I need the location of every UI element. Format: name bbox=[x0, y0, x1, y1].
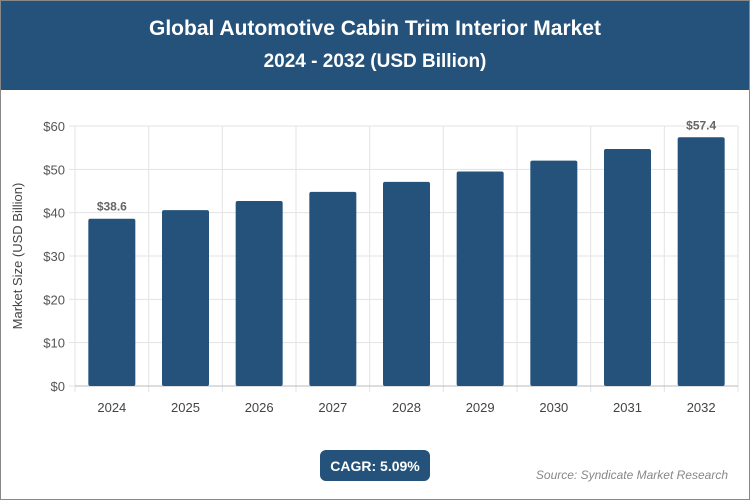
bar-2026 bbox=[235, 200, 283, 386]
y-tick-label: $20 bbox=[43, 292, 65, 307]
x-tick-label: 2026 bbox=[245, 400, 274, 415]
bar-2029 bbox=[456, 171, 504, 386]
x-tick-label: 2032 bbox=[687, 400, 716, 415]
x-tick-label: 2024 bbox=[97, 400, 126, 415]
x-tick-label: 2029 bbox=[466, 400, 495, 415]
y-tick-label: $50 bbox=[43, 162, 65, 177]
chart-title: Global Automotive Cabin Trim Interior Ma… bbox=[149, 17, 601, 40]
y-axis-title: Market Size (USD Billion) bbox=[10, 183, 25, 330]
bar-2028 bbox=[383, 181, 430, 386]
bar-2031 bbox=[604, 148, 651, 386]
data-label: $57.4 bbox=[686, 118, 716, 132]
x-tick-label: 2028 bbox=[392, 400, 421, 415]
x-tick-label: 2027 bbox=[318, 400, 347, 415]
data-label: $38.6 bbox=[97, 200, 127, 214]
bar-2032 bbox=[677, 137, 725, 386]
y-tick-label: $40 bbox=[43, 206, 65, 221]
source-note: Source: Syndicate Market Research bbox=[535, 468, 728, 482]
y-tick-label: $0 bbox=[51, 379, 65, 394]
bar-2027 bbox=[309, 191, 357, 386]
y-tick-label: $10 bbox=[43, 336, 65, 351]
y-tick-label: $30 bbox=[43, 249, 65, 264]
x-tick-label: 2030 bbox=[539, 400, 568, 415]
cagr-badge: CAGR: 5.09% bbox=[320, 450, 430, 481]
bar-2030 bbox=[530, 160, 578, 386]
x-tick-label: 2025 bbox=[171, 400, 200, 415]
y-tick-label: $60 bbox=[43, 119, 65, 134]
bar-2025 bbox=[162, 210, 209, 386]
chart-subtitle: 2024 - 2032 (USD Billion) bbox=[263, 51, 487, 72]
bar-2024 bbox=[88, 218, 136, 386]
x-tick-label: 2031 bbox=[613, 400, 642, 415]
chart-header: Global Automotive Cabin Trim Interior Ma… bbox=[1, 1, 749, 90]
